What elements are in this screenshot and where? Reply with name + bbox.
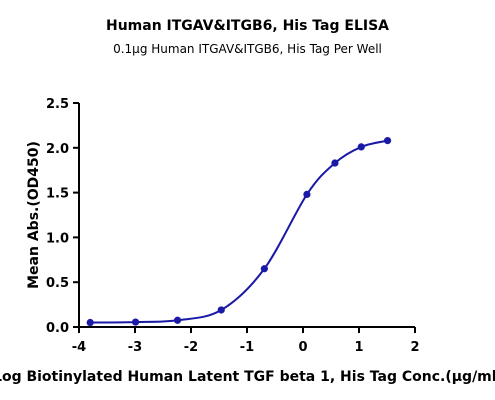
x-tick-label: -3	[128, 340, 142, 355]
chart-title: Human ITGAV&ITGB6, His Tag ELISA	[105, 18, 389, 34]
data-point	[331, 159, 339, 167]
x-tick-label: -4	[72, 340, 86, 355]
y-axis-label: Mean Abs.(OD450)	[26, 141, 42, 289]
x-tick-label: 2	[410, 340, 419, 355]
y-tick-label: 2.0	[46, 142, 69, 157]
data-point	[383, 137, 392, 145]
y-tick-label: 2.5	[46, 97, 69, 112]
data-point	[86, 318, 94, 327]
chart-subtitle: 0.1μg Human ITGAV&ITGB6, His Tag Per Wel…	[113, 42, 382, 56]
data-point	[260, 265, 268, 273]
x-tick-label: -2	[184, 340, 198, 355]
data-point	[173, 316, 182, 324]
x-tick-label: -1	[240, 340, 254, 355]
data-point	[357, 143, 365, 151]
data-point	[217, 306, 225, 314]
series-line	[90, 139, 388, 324]
y-tick-label: 0.5	[46, 276, 69, 291]
data-point	[303, 190, 311, 198]
y-tick-label: 1.5	[46, 187, 69, 202]
x-axis-label: Log Biotinylated Human Latent TGF beta 1…	[0, 369, 495, 385]
y-tick-label: 1.0	[46, 231, 69, 246]
x-tick-label: 0	[298, 340, 307, 355]
y-tick-label: 0.0	[46, 321, 69, 336]
data-point	[131, 318, 140, 326]
x-tick-label: 1	[354, 340, 363, 355]
